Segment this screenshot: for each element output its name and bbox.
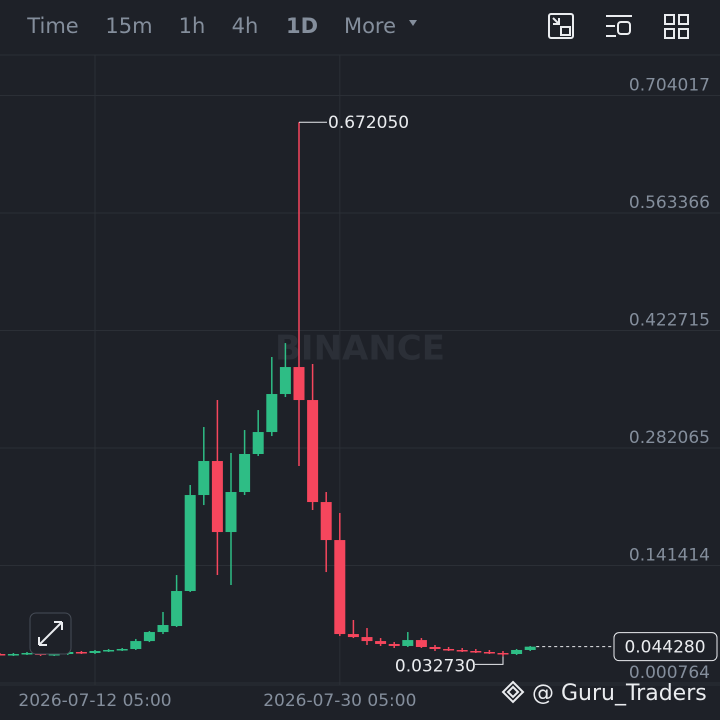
timeframe-tab[interactable]: Time xyxy=(26,14,78,38)
candle-body xyxy=(7,654,19,656)
candle-body xyxy=(470,650,482,653)
x-tick-label: 2026-07-12 05:00 xyxy=(18,691,171,711)
candle-body xyxy=(252,432,264,455)
candle-body xyxy=(103,649,115,652)
toolbar: Time 15m 1h 4h 1D More xyxy=(26,14,396,38)
timeframe-tab[interactable]: More xyxy=(344,14,396,38)
candle-body xyxy=(143,632,155,642)
candle-body xyxy=(483,652,495,654)
y-tick-label: 0.000764 xyxy=(629,663,710,683)
x-tick-label: 2026-07-30 05:00 xyxy=(263,691,416,711)
y-tick-label: 0.563366 xyxy=(629,193,710,213)
candle-body xyxy=(75,652,87,654)
annotation-label: 0.032730 xyxy=(395,656,476,676)
candle-body xyxy=(429,646,441,649)
plot-area xyxy=(0,55,720,685)
y-tick-label: 0.141414 xyxy=(629,546,710,566)
timeframe-tab[interactable]: 4h xyxy=(232,14,259,38)
candle-body xyxy=(347,634,359,638)
last-price-label: 0.044280 xyxy=(624,638,705,658)
candle-body xyxy=(211,461,223,533)
dropdown-arrow[interactable] xyxy=(409,20,417,26)
candle-body xyxy=(266,394,278,433)
annotation-label: 0.672050 xyxy=(328,113,409,133)
annotation-line xyxy=(475,656,504,665)
candle-body xyxy=(157,625,169,633)
candle-body xyxy=(89,650,101,654)
timeframe-tab[interactable]: 15m xyxy=(105,14,152,38)
candle-body xyxy=(116,648,128,651)
candle-body xyxy=(130,641,142,649)
timeframe-tab[interactable]: 1D xyxy=(286,14,318,38)
candle-body xyxy=(497,653,509,655)
candle-body xyxy=(334,540,346,635)
candle-body xyxy=(239,454,251,493)
footer-credit: @ Guru_Traders xyxy=(532,681,707,706)
candle-body xyxy=(511,649,523,655)
y-tick-label: 0.422715 xyxy=(629,311,710,331)
candle-body xyxy=(307,400,319,503)
candle-body xyxy=(415,640,427,647)
candle-body xyxy=(184,495,196,592)
candle-body xyxy=(320,502,332,541)
toolbar-icons[interactable] xyxy=(548,13,689,39)
candle-body xyxy=(388,643,400,646)
candle-body xyxy=(48,654,60,656)
candle-body xyxy=(402,640,414,646)
last-price-box xyxy=(613,632,718,662)
candle-body xyxy=(524,646,536,650)
timeframe-tab[interactable]: 1h xyxy=(179,14,206,38)
y-tick-label: 0.282065 xyxy=(629,428,710,448)
candle-body xyxy=(198,461,210,496)
candle-body xyxy=(0,654,6,656)
candle-body xyxy=(375,641,387,644)
y-tick-label: 0.704017 xyxy=(629,76,710,96)
expand-icon xyxy=(38,621,63,646)
candle-body xyxy=(21,653,33,655)
watermark: BINANCE xyxy=(275,329,445,369)
candle-body xyxy=(293,367,305,401)
candle-body xyxy=(171,591,183,627)
candle-body xyxy=(456,649,468,652)
candle-body xyxy=(225,492,237,533)
logo xyxy=(501,680,525,704)
candle-body xyxy=(361,637,373,642)
candle-body xyxy=(443,648,455,651)
candle-body xyxy=(279,367,291,395)
